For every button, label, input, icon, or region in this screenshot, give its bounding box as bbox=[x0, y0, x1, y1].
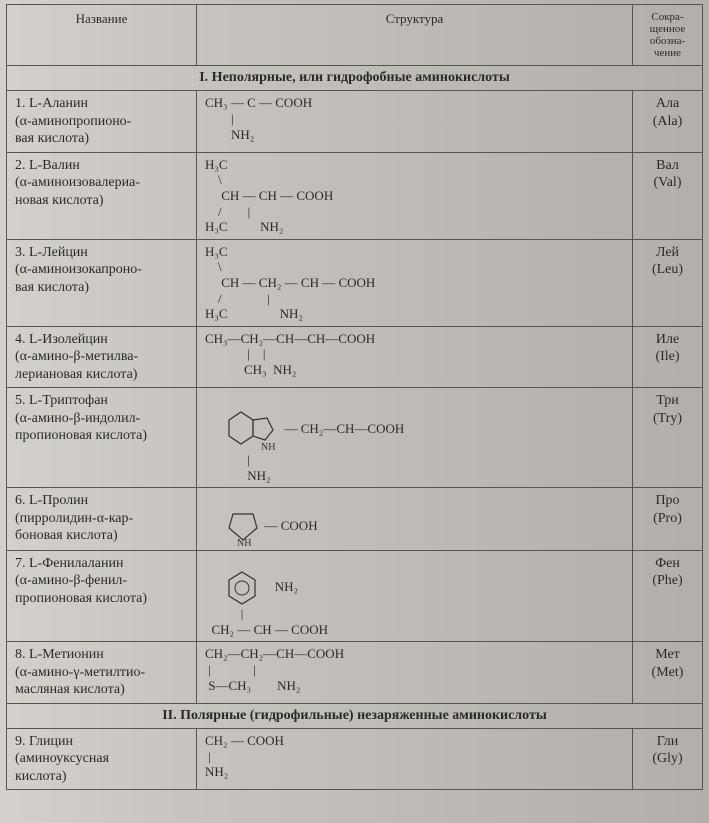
row-sub: (α-аминоизокапроно- вая кислота) bbox=[15, 262, 142, 295]
abbr-en: (Try) bbox=[653, 411, 682, 426]
row-sub: (аминоуксусная кислота) bbox=[15, 751, 109, 784]
row-structure: NH₂ | CH₂ — CH — COOH bbox=[197, 550, 633, 642]
row-structure: CH₂—CH₂—CH—COOH | | S—CH₃ NH₂ bbox=[197, 642, 633, 704]
abbr-ru: Фен bbox=[655, 556, 680, 571]
abbr-en: (Val) bbox=[654, 175, 682, 190]
row-num: 5. bbox=[15, 393, 26, 408]
abbr-ru: Про bbox=[655, 493, 679, 508]
row-name: L-Изолейцин bbox=[29, 332, 108, 347]
row-sub: (пирролидин-α-кар- боновая кислота) bbox=[15, 511, 133, 544]
row-sub: (α-аминоизовалериа- новая кислота) bbox=[15, 175, 140, 208]
row-sub: (α-амино-γ-метилтио- масляная кислота) bbox=[15, 665, 145, 698]
row-sub: (α-амино-β-метилва- лериановая кислота) bbox=[15, 349, 138, 382]
row-num: 7. bbox=[15, 556, 26, 571]
row-num: 2. bbox=[15, 158, 26, 173]
row-name: L-Аланин bbox=[29, 96, 88, 111]
row-num: 1. bbox=[15, 96, 26, 111]
row-structure: H₃C \ CH — CH — COOH / | H₃C NH₂ bbox=[197, 152, 633, 239]
abbr-ru: Лей bbox=[656, 245, 679, 260]
abbr-en: (Ala) bbox=[653, 114, 683, 129]
abbr-ru: Три bbox=[656, 393, 679, 408]
section-1-title: I. Неполярные, или гидрофобные аминокисл… bbox=[7, 66, 703, 91]
header-abbr: Сокра- щенное обозна- чение bbox=[633, 5, 703, 66]
row-sub: (α-аминопропионо- вая кислота) bbox=[15, 114, 131, 147]
table-row: 3. L-Лейцин (α-аминоизокапроно- вая кисл… bbox=[7, 239, 703, 326]
abbr-en: (Ile) bbox=[655, 349, 679, 364]
abbr-ru: Иле bbox=[656, 332, 679, 347]
indole-icon: NH bbox=[225, 408, 285, 452]
table-row: 4. L-Изолейцин (α-амино-β-метилва- лериа… bbox=[7, 326, 703, 388]
row-structure: CH₂ — COOH | NH₂ bbox=[197, 728, 633, 790]
abbr-en: (Met) bbox=[652, 665, 684, 680]
page: Название Структура Сокра- щенное обозна-… bbox=[0, 0, 709, 823]
abbr-en: (Pro) bbox=[653, 511, 682, 526]
row-name: L-Метионин bbox=[29, 647, 104, 662]
row-name: L-Пролин bbox=[29, 493, 88, 508]
section-2-title: II. Полярные (гидрофильные) незаряженные… bbox=[7, 703, 703, 728]
table-row: 2. L-Валин (α-аминоизовалериа- новая кис… bbox=[7, 152, 703, 239]
row-num: 4. bbox=[15, 332, 26, 347]
row-name: Глицин bbox=[29, 734, 73, 749]
row-name: L-Лейцин bbox=[29, 245, 88, 260]
row-sub: (α-амино-β-индолил- пропионовая кислота) bbox=[15, 411, 147, 444]
table-row: 1. L-Аланин (α-аминопропионо- вая кислот… bbox=[7, 91, 703, 153]
abbr-ru: Ала bbox=[656, 96, 679, 111]
table-row: 6. L-Пролин (пирролидин-α-кар- боновая к… bbox=[7, 488, 703, 551]
abbr-en: (Gly) bbox=[652, 751, 682, 766]
row-name: L-Триптофан bbox=[29, 393, 108, 408]
abbr-en: (Leu) bbox=[652, 262, 683, 277]
row-name: L-Фенилаланин bbox=[29, 556, 123, 571]
row-structure: NH — CH₂—CH—COOH | NH₂ bbox=[197, 388, 633, 488]
pyrrolidine-icon: NH bbox=[225, 508, 265, 546]
abbr-ru: Мет bbox=[655, 647, 680, 662]
benzene-icon bbox=[225, 570, 259, 606]
table-row: 5. L-Триптофан (α-амино-β-индолил- пропи… bbox=[7, 388, 703, 488]
row-structure: NH — COOH bbox=[197, 488, 633, 551]
row-structure: CH₃ — C — COOH | NH₂ bbox=[197, 91, 633, 153]
table-row: 9. Глицин (аминоуксусная кислота) CH₂ — … bbox=[7, 728, 703, 790]
table-row: 8. L-Метионин (α-амино-γ-метилтио- масля… bbox=[7, 642, 703, 704]
row-num: 3. bbox=[15, 245, 26, 260]
amino-acids-table: Название Структура Сокра- щенное обозна-… bbox=[6, 4, 703, 790]
abbr-ru: Гли bbox=[657, 734, 679, 749]
row-structure: H₃C \ CH — CH₂ — CH — COOH / | H₃C NH₂ bbox=[197, 239, 633, 326]
row-structure: CH₃—CH₂—CH—CH—COOH | | CH₃ NH₂ bbox=[197, 326, 633, 388]
header-name: Название bbox=[7, 5, 197, 66]
table-row: 7. L-Фенилаланин (α-амино-β-фенил- пропи… bbox=[7, 550, 703, 642]
abbr-en: (Phe) bbox=[652, 573, 682, 588]
row-sub: (α-амино-β-фенил- пропионовая кислота) bbox=[15, 573, 147, 606]
abbr-ru: Вал bbox=[656, 158, 679, 173]
svg-text:NH: NH bbox=[237, 538, 251, 546]
svg-text:NH: NH bbox=[261, 442, 275, 452]
row-name: L-Валин bbox=[29, 158, 80, 173]
row-num: 6. bbox=[15, 493, 26, 508]
row-num: 9. bbox=[15, 734, 26, 749]
header-row: Название Структура Сокра- щенное обозна-… bbox=[7, 5, 703, 66]
row-num: 8. bbox=[15, 647, 26, 662]
header-structure: Структура bbox=[197, 5, 633, 66]
